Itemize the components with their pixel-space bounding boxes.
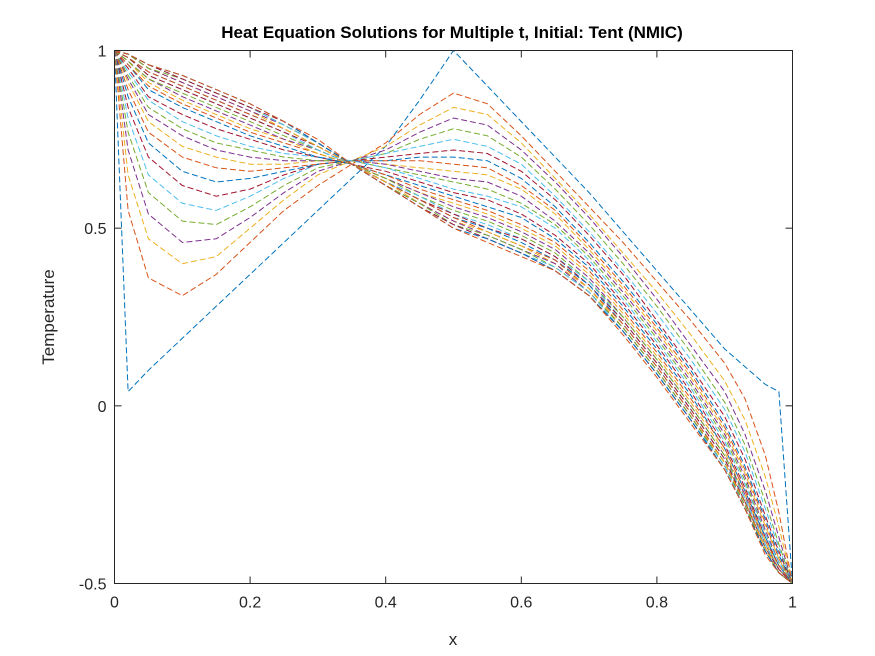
series-line-4 [114,50,793,584]
series-line-12 [114,50,793,584]
series-line-29 [114,50,793,584]
series-line-5 [114,50,793,584]
y-axis-label: Temperature [39,269,58,364]
axis-ticks: 0 0.2 0.4 0.6 0.8 1-0.500.51 [79,44,797,612]
series-line-8 [114,50,793,584]
plot-axes-box [114,50,793,584]
series-line-30 [114,50,793,584]
x-tick-label: 0.2 [239,595,261,612]
series-line-19 [114,50,793,584]
x-tick-label: 0.4 [375,595,397,612]
series-line-15 [114,50,793,584]
series-lines [114,49,793,584]
x-tick-label: 0.8 [646,595,668,612]
series-line-3 [114,50,793,584]
series-line-1 [114,49,793,584]
series-line-27 [114,50,793,584]
y-tick-label: 0.5 [84,221,106,238]
series-line-17 [114,50,793,584]
x-axis-label: x [449,630,458,649]
y-tick-label: 0 [98,399,107,416]
x-tick-label: 0 [110,595,119,612]
series-line-13 [114,50,793,584]
x-tick-label: 1 [788,595,797,612]
y-tick-label: -0.5 [79,577,107,594]
series-line-20 [114,50,793,584]
x-tick-label: 0.6 [510,595,532,612]
series-line-22 [114,50,793,584]
series-line-28 [114,50,793,584]
series-line-7 [114,50,793,584]
series-line-9 [114,50,793,584]
series-line-11 [114,50,793,584]
series-line-24 [114,50,793,584]
series-line-25 [114,50,793,584]
series-line-26 [114,50,793,584]
series-line-16 [114,50,793,584]
chart-title: Heat Equation Solutions for Multiple t, … [221,23,682,42]
series-line-10 [114,50,793,584]
series-line-23 [114,50,793,584]
series-line-6 [114,50,793,584]
series-line-14 [114,50,793,584]
series-line-18 [114,50,793,584]
series-line-21 [114,50,793,584]
series-line-2 [114,50,793,584]
y-tick-label: 1 [98,44,107,61]
